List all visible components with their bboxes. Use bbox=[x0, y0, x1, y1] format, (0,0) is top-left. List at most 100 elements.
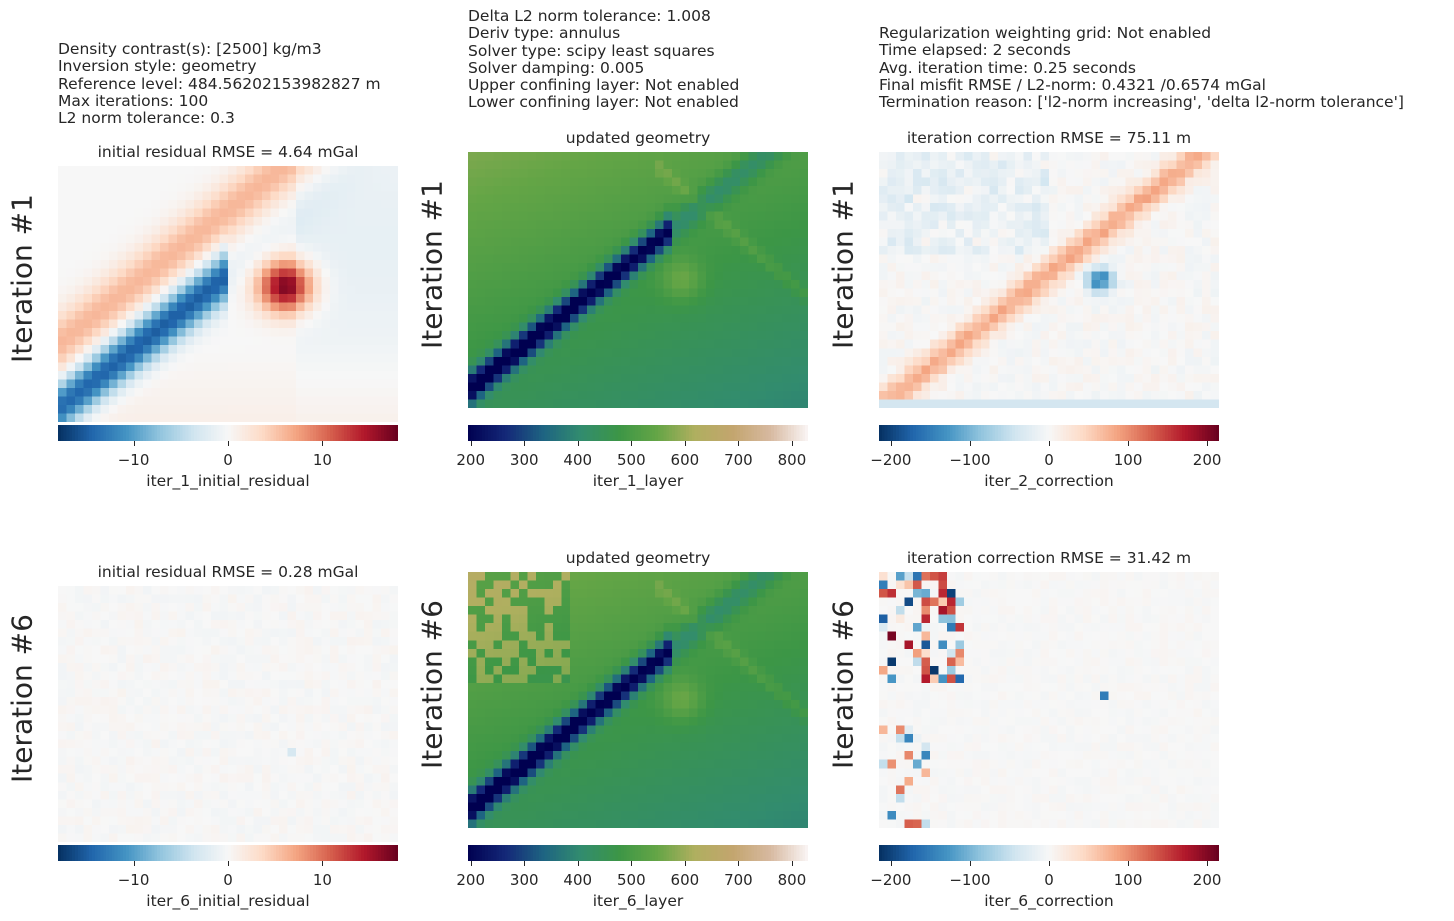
heatmap-cell bbox=[151, 387, 161, 397]
heatmap-cell bbox=[270, 370, 280, 380]
heatmap-cell bbox=[493, 322, 503, 332]
heatmap-cell bbox=[930, 348, 940, 358]
heatmap-cell bbox=[330, 294, 340, 304]
heatmap-cell bbox=[304, 166, 314, 176]
colorbar-segment bbox=[589, 425, 594, 441]
heatmap-cell bbox=[109, 637, 119, 647]
heatmap-cell bbox=[321, 679, 331, 689]
heatmap-cell bbox=[75, 765, 85, 775]
heatmap-cell bbox=[1100, 331, 1110, 341]
heatmap-cell bbox=[58, 294, 68, 304]
heatmap-cell bbox=[270, 379, 280, 389]
heatmap-cell bbox=[570, 390, 580, 401]
heatmap-cell bbox=[1091, 382, 1101, 392]
heatmap-cell bbox=[1210, 322, 1219, 332]
heatmap-cell bbox=[168, 396, 178, 406]
heatmap-cell bbox=[595, 254, 605, 264]
colorbar-segment bbox=[680, 425, 684, 441]
heatmap-cell bbox=[913, 220, 923, 230]
info-left-line: Reference level: 484.56202153982827 m bbox=[58, 74, 381, 93]
heatmap-cell bbox=[1091, 356, 1101, 366]
heatmap-cell bbox=[1134, 203, 1144, 213]
heatmap-cell bbox=[66, 311, 76, 321]
heatmap-cell bbox=[236, 362, 246, 372]
heatmap-cell bbox=[117, 765, 127, 775]
heatmap-cell bbox=[202, 328, 212, 338]
heatmap-cell bbox=[896, 237, 906, 247]
heatmap-cell bbox=[236, 396, 246, 406]
heatmap-cell bbox=[587, 348, 597, 358]
heatmap-cell bbox=[519, 373, 529, 383]
heatmap-cell bbox=[330, 311, 340, 321]
heatmap-cell bbox=[151, 191, 161, 201]
heatmap-cell bbox=[194, 662, 204, 672]
heatmap-cell bbox=[714, 348, 724, 358]
heatmap-cell bbox=[964, 271, 974, 281]
heatmap-cell bbox=[66, 268, 76, 278]
heatmap-cell bbox=[330, 654, 340, 664]
heatmap-cell bbox=[689, 186, 699, 196]
heatmap-cell bbox=[58, 362, 68, 372]
heatmap-cell bbox=[731, 254, 741, 264]
heatmap-cell bbox=[896, 245, 906, 255]
heatmap-cell bbox=[236, 242, 246, 252]
heatmap-cell bbox=[638, 152, 648, 162]
heatmap-cell bbox=[1032, 382, 1042, 392]
heatmap-cell bbox=[100, 782, 110, 792]
heatmap-cell bbox=[964, 305, 974, 315]
heatmap-cell bbox=[168, 353, 178, 363]
heatmap-cell bbox=[109, 166, 119, 176]
heatmap-cell bbox=[330, 782, 340, 792]
heatmap-cell bbox=[510, 373, 520, 383]
heatmap-cell bbox=[646, 297, 656, 307]
heatmap-cell bbox=[748, 271, 758, 281]
heatmap-cell bbox=[1066, 160, 1076, 170]
heatmap-cell bbox=[646, 314, 656, 324]
heatmap-cell bbox=[1040, 203, 1050, 213]
heatmap-cell bbox=[697, 245, 707, 255]
heatmap-cell bbox=[1074, 288, 1084, 298]
heatmap-cell bbox=[913, 254, 923, 264]
heatmap-cell bbox=[262, 370, 272, 380]
heatmap-cell bbox=[287, 586, 297, 596]
heatmap-cell bbox=[1202, 220, 1212, 230]
heatmap-cell bbox=[553, 314, 563, 324]
heatmap-cell bbox=[1142, 271, 1152, 281]
heatmap-cell bbox=[468, 314, 478, 324]
heatmap-cell bbox=[296, 705, 306, 715]
heatmap-cell bbox=[347, 345, 357, 355]
heatmap-cell bbox=[646, 271, 656, 281]
heatmap-cell bbox=[381, 225, 391, 235]
heatmap-cell bbox=[904, 297, 914, 307]
heatmap-cell bbox=[930, 390, 940, 401]
colorbar-segment bbox=[1051, 425, 1056, 441]
heatmap-cell bbox=[143, 362, 153, 372]
heatmap-cell bbox=[1185, 288, 1195, 298]
heatmap-cell bbox=[1057, 356, 1067, 366]
heatmap-cell bbox=[947, 288, 957, 298]
heatmap-cell bbox=[1006, 271, 1016, 281]
heatmap-cell bbox=[646, 390, 656, 401]
heatmap-cell bbox=[194, 268, 204, 278]
heatmap-cell bbox=[287, 328, 297, 338]
heatmap-cell bbox=[519, 237, 529, 247]
heatmap-cell bbox=[143, 353, 153, 363]
heatmap-cell bbox=[1142, 194, 1152, 204]
heatmap-cell bbox=[126, 679, 136, 689]
heatmap-cell bbox=[117, 345, 127, 355]
heatmap-cell bbox=[262, 782, 272, 792]
heatmap-cell bbox=[1074, 373, 1084, 383]
heatmap-cell bbox=[270, 285, 280, 295]
heatmap-cell bbox=[536, 399, 546, 408]
colorbar-segment bbox=[947, 425, 951, 441]
heatmap-cell bbox=[296, 586, 306, 596]
heatmap-cell bbox=[58, 285, 68, 295]
heatmap-cell bbox=[570, 160, 580, 170]
heatmap-cell bbox=[270, 166, 280, 176]
heatmap-cell bbox=[1142, 356, 1152, 366]
heatmap-cell bbox=[570, 297, 580, 307]
heatmap-cell bbox=[689, 177, 699, 187]
heatmap-cell bbox=[219, 191, 229, 201]
heatmap-cell bbox=[561, 339, 571, 349]
heatmap-cell bbox=[202, 174, 212, 184]
